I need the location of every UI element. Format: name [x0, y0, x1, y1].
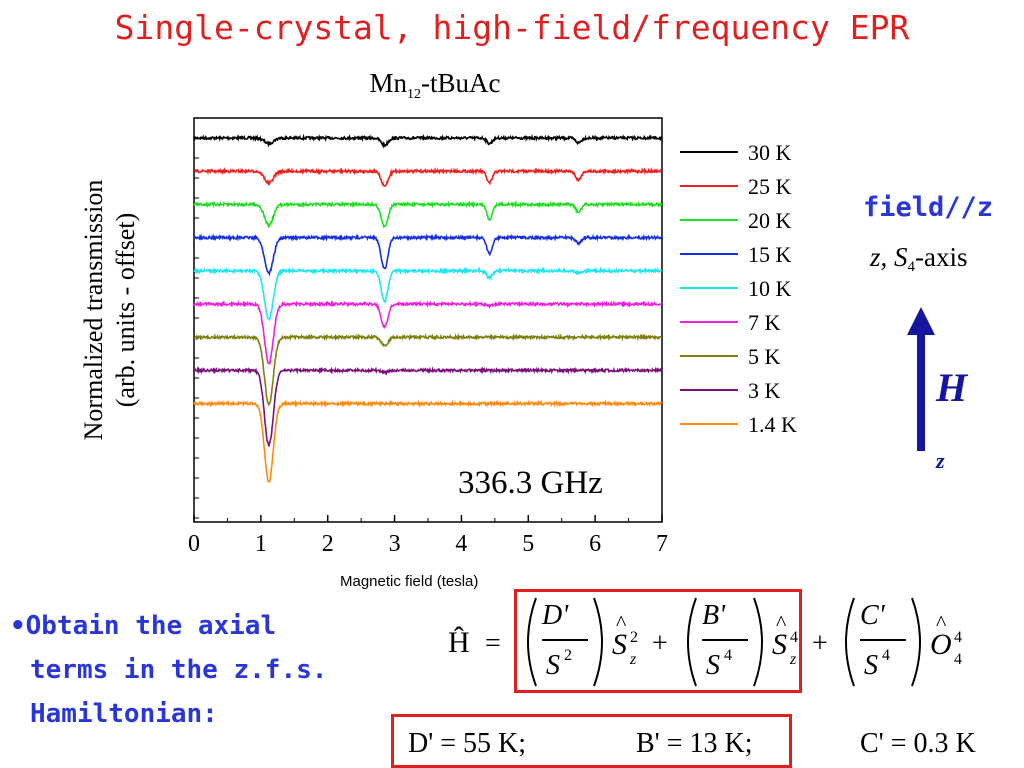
ham-d-coef: D'	[541, 600, 569, 631]
ham-sz-hat-2: ^	[776, 610, 787, 635]
trace-3K	[193, 366, 663, 447]
ham-lhs: Ĥ	[448, 626, 470, 659]
legend-label: 10 K	[748, 276, 792, 301]
bullet-line-3: Hamiltonian:	[30, 699, 218, 729]
plot-title: Mn12-tBuAc	[345, 68, 525, 103]
chart-frame: 0 1 2 3 4 5 6 7	[188, 117, 668, 557]
trace-5K	[193, 332, 663, 407]
field-direction-label: field//z	[863, 192, 994, 223]
ham-sz-exp-2: 4	[790, 629, 798, 646]
ham-sz-1: S	[612, 628, 627, 661]
ham-c-coef: C'	[860, 600, 886, 631]
plot-title-subscript: 12	[407, 87, 422, 102]
plot-title-main: Mn	[369, 68, 408, 98]
trace-10K	[193, 266, 663, 322]
param-d: D' = 55 K;	[408, 728, 526, 759]
bullet-text: •Obtain the axial terms in the z.f.s. Ha…	[10, 604, 410, 736]
z-axis-s-sub: 4	[907, 259, 916, 275]
param-b: B' = 13 K;	[636, 728, 753, 759]
x-axis-label: Magnetic field (tesla)	[340, 573, 479, 590]
ham-plus-2: +	[812, 628, 828, 659]
ham-d-denom-exp: 2	[564, 647, 572, 664]
ham-c-denom-s: S	[864, 650, 878, 681]
bullet-line-1: •Obtain the axial	[10, 611, 277, 641]
legend-label: 1.4 K	[748, 412, 797, 437]
chart-traces	[193, 133, 663, 483]
ham-o-sup: 4	[954, 629, 962, 646]
z-axis-z: z,	[870, 242, 888, 272]
parameters-highlight-box	[391, 714, 792, 768]
legend-label: 15 K	[748, 242, 792, 267]
ham-o-sub: 4	[954, 651, 962, 668]
field-arrow-sub: z	[936, 448, 945, 473]
ham-sz-sub-1: z	[629, 651, 637, 668]
x-tick-label: 7	[656, 531, 668, 557]
trace-7K	[193, 299, 663, 366]
ham-b-coef: B'	[702, 600, 726, 631]
ham-sz-exp-1: 2	[630, 629, 638, 646]
ham-b-denom-s: S	[706, 650, 720, 681]
ham-plus-1: +	[652, 628, 668, 659]
z-axis-rest: -axis	[915, 242, 968, 272]
field-arrow-label: H	[936, 365, 968, 410]
x-tick-label: 3	[389, 531, 401, 557]
trace-30K	[193, 133, 663, 149]
trace-25K	[193, 166, 663, 187]
trace-1p4K	[193, 399, 663, 483]
frequency-annotation: 336.3 GHz	[458, 465, 603, 501]
ham-equals: =	[485, 628, 501, 659]
ham-o-op: O	[930, 628, 952, 661]
slide-title: Single-crystal, high-field/frequency EPR	[114, 8, 910, 47]
x-tick-label: 2	[322, 531, 334, 557]
x-tick-label: 4	[455, 531, 467, 557]
z-axis-s: S	[894, 242, 908, 272]
param-c: C' = 0.3 K	[860, 728, 976, 759]
x-tick-label: 6	[589, 531, 601, 557]
chart-legend: 30 K 25 K 20 K 15 K 10 K 7 K 5 K 3 K 1.4 K	[680, 140, 797, 437]
ham-sz-hat-1: ^	[616, 610, 627, 635]
legend-label: 30 K	[748, 140, 792, 165]
legend-label: 25 K	[748, 174, 792, 199]
legend-label: 3 K	[748, 378, 781, 403]
plot-title-rest: -tBuAc	[421, 68, 501, 98]
parameters-equation: D' = 55 K; B' = 13 K; C' = 0.3 K	[408, 728, 976, 759]
ham-sz-sub-2: z	[789, 651, 797, 668]
ham-o-hat: ^	[936, 610, 947, 635]
legend-label: 20 K	[748, 208, 792, 233]
legend-label: 7 K	[748, 310, 781, 335]
legend-label: 5 K	[748, 344, 781, 369]
x-tick-label: 1	[255, 531, 267, 557]
ham-sz-2: S	[772, 628, 787, 661]
trace-20K	[193, 200, 663, 229]
bullet-line-2: terms in the z.f.s.	[30, 655, 328, 685]
hamiltonian-equation: Ĥ = D' S 2 S ^ 2 z + B' S 4 S ^ 4 z + C'…	[448, 597, 962, 687]
field-arrow-icon	[907, 307, 935, 451]
ham-b-denom-exp: 4	[724, 647, 732, 664]
trace-15K	[193, 233, 663, 277]
ham-c-denom-exp: 4	[882, 647, 890, 664]
hamiltonian-highlight-box	[514, 589, 802, 693]
x-tick-label: 5	[522, 531, 534, 557]
z-axis-label: z, S4-axis	[870, 242, 968, 276]
ham-d-denom-s: S	[546, 650, 560, 681]
x-tick-label: 0	[188, 531, 200, 557]
